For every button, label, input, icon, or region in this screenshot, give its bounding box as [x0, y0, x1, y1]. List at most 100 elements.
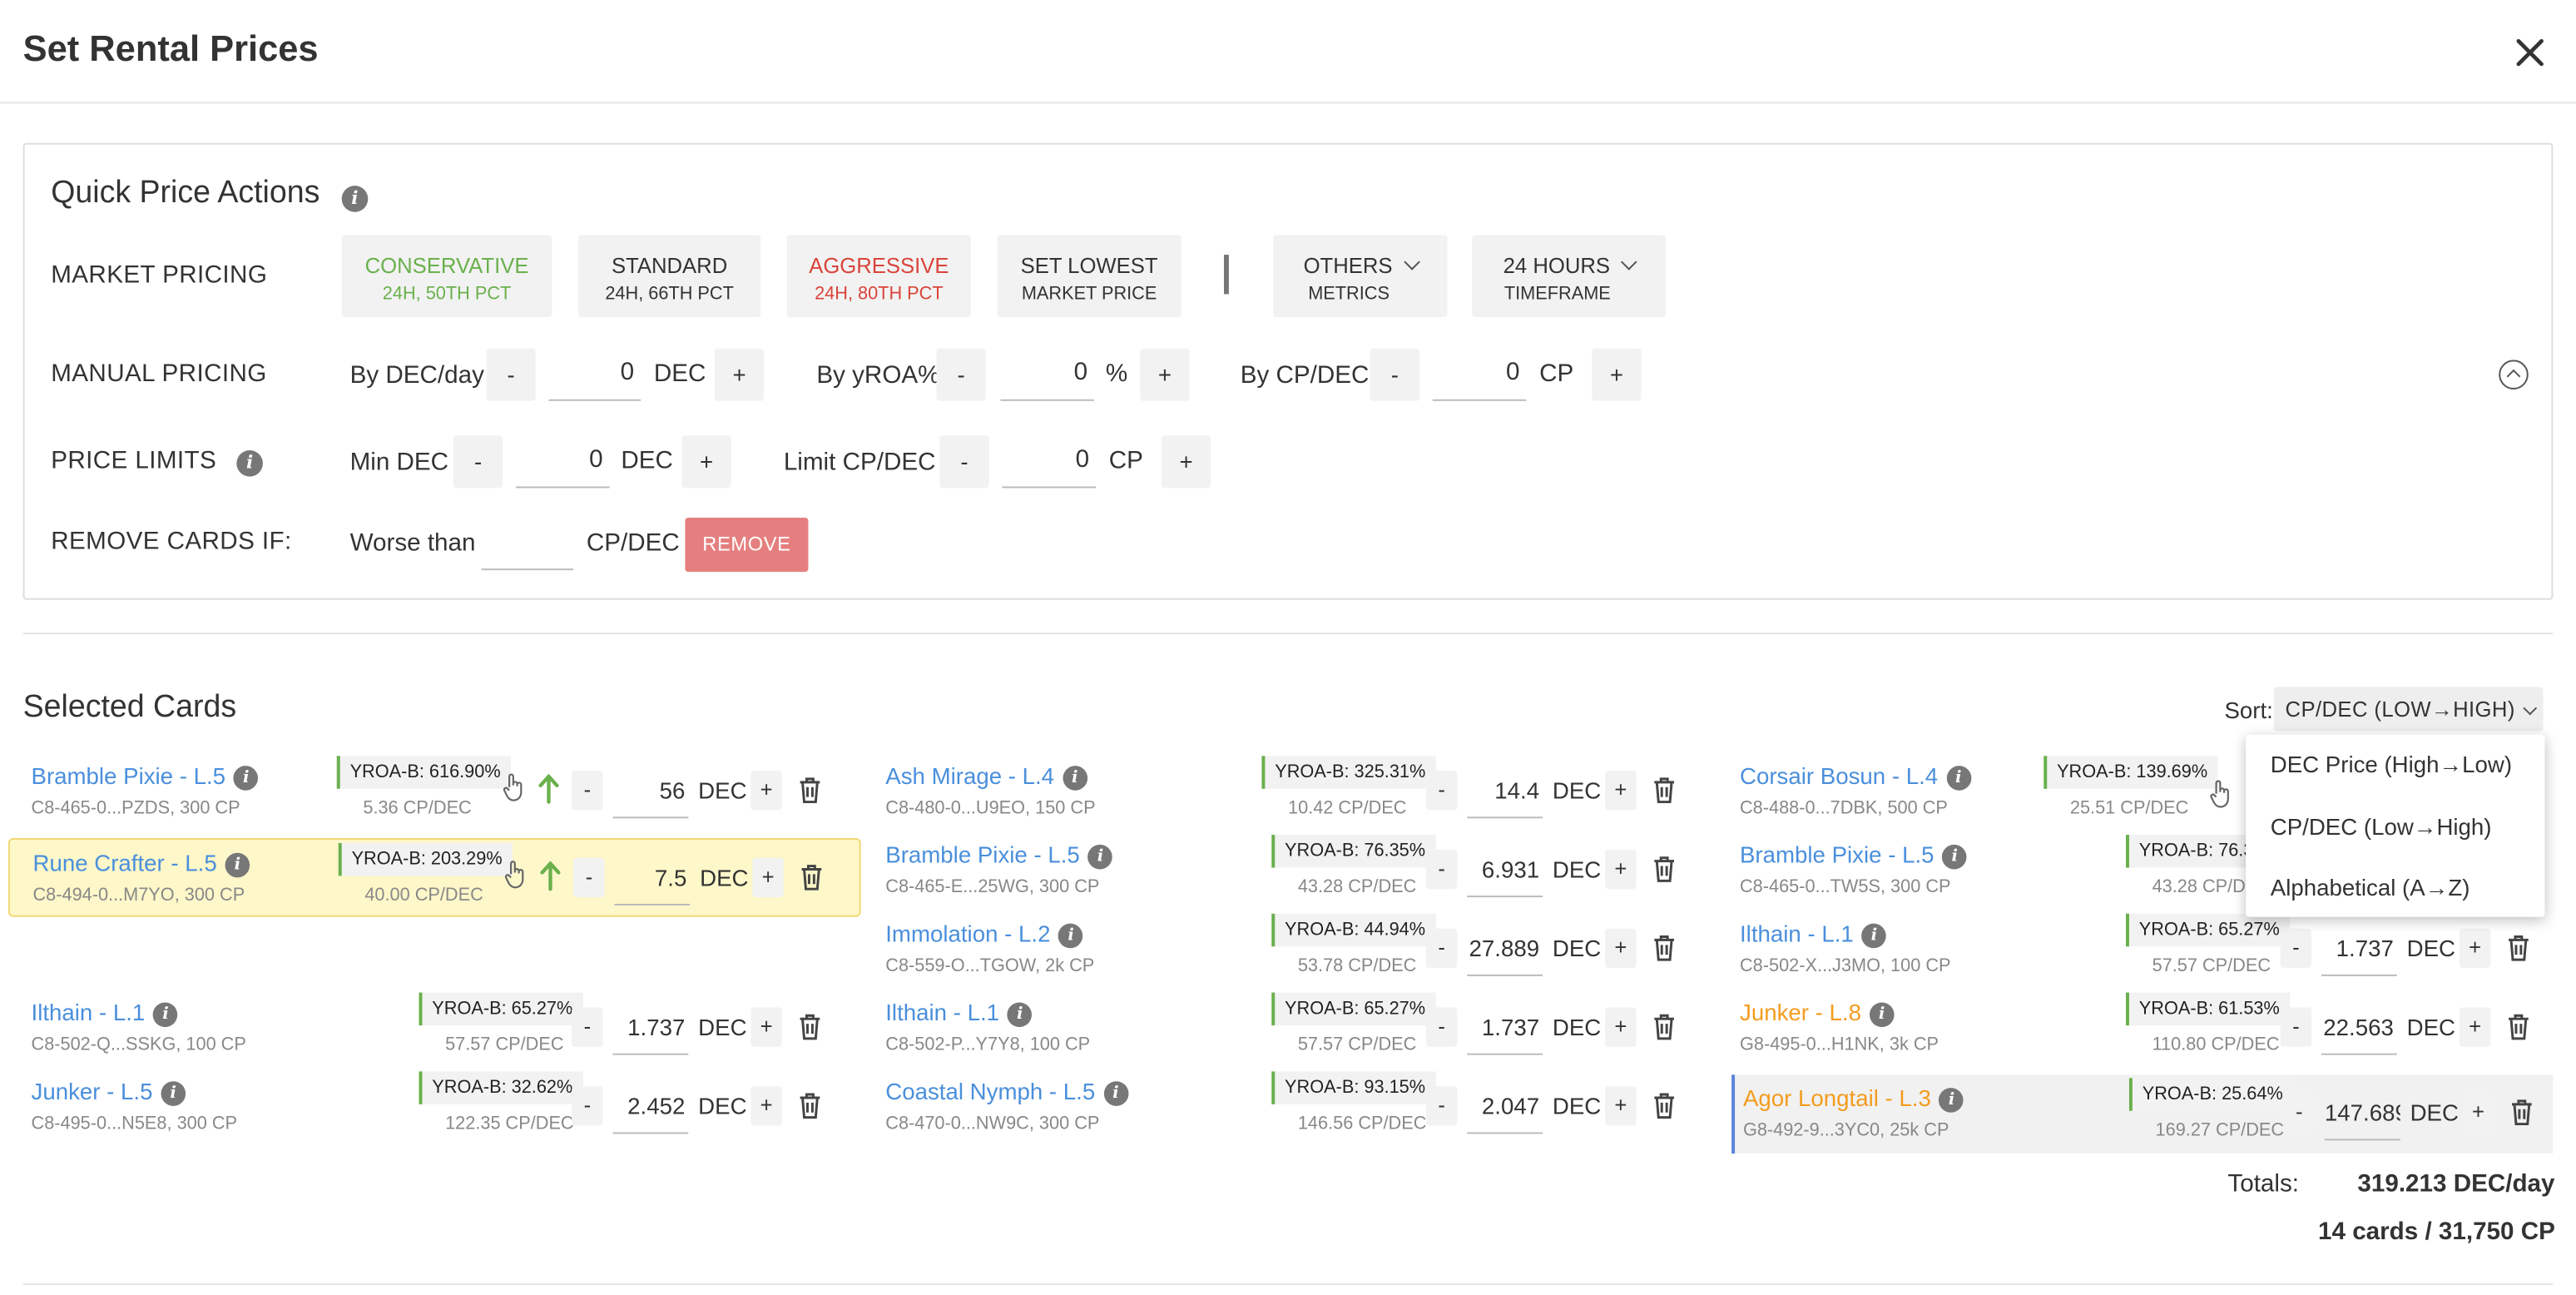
info-icon[interactable]: i: [1062, 766, 1087, 791]
card-price-input[interactable]: 1.737: [1467, 1005, 1543, 1055]
trash-icon[interactable]: [799, 863, 825, 893]
cp-dec-minus-button[interactable]: -: [1370, 348, 1419, 401]
card-plus-button[interactable]: +: [1605, 1086, 1637, 1126]
card-minus-button[interactable]: -: [573, 857, 605, 898]
card-minus-button[interactable]: -: [572, 1007, 603, 1047]
others-metrics-dropdown[interactable]: OTHERS METRICS: [1273, 235, 1448, 318]
min-dec-minus-button[interactable]: -: [453, 435, 503, 489]
card-name[interactable]: Junker - L.5: [31, 1078, 153, 1104]
min-dec-plus-button[interactable]: +: [681, 435, 731, 489]
card-plus-button[interactable]: +: [2462, 1093, 2494, 1133]
card-name-link[interactable]: Junker - L.5 i: [32, 1078, 186, 1108]
card-name[interactable]: Bramble Pixie - L.5: [1739, 841, 1934, 868]
trash-icon[interactable]: [1651, 1091, 1677, 1121]
card-name-link[interactable]: Ilthain - L.1 i: [885, 999, 1033, 1029]
trash-icon[interactable]: [2505, 1012, 2532, 1042]
dec-day-plus-button[interactable]: +: [714, 348, 765, 401]
arrow-up-icon[interactable]: [539, 860, 562, 892]
card-minus-button[interactable]: -: [1425, 1086, 1458, 1126]
card-name[interactable]: Immolation - L.2: [885, 920, 1051, 947]
yroa-input[interactable]: 0: [1000, 345, 1095, 401]
limit-cp-minus-button[interactable]: -: [939, 435, 989, 489]
card-name[interactable]: Bramble Pixie - L.5: [885, 841, 1080, 868]
card-name[interactable]: Rune Crafter - L.5: [32, 849, 217, 876]
info-icon[interactable]: i: [1007, 1002, 1033, 1028]
card-name-link[interactable]: Bramble Pixie - L.5 i: [32, 762, 259, 792]
cp-dec-input[interactable]: 0: [1432, 345, 1527, 401]
card-minus-button[interactable]: -: [1425, 1007, 1458, 1047]
card-price-input[interactable]: 2.047: [1467, 1084, 1543, 1134]
timeframe-dropdown[interactable]: 24 HOURS TIMEFRAME: [1472, 235, 1667, 318]
trash-icon[interactable]: [1651, 934, 1677, 964]
card-name[interactable]: Bramble Pixie - L.5: [31, 762, 226, 789]
card-price-input[interactable]: 14.4: [1467, 769, 1543, 819]
card-price-input[interactable]: 56: [612, 769, 689, 819]
collapse-icon[interactable]: [2499, 360, 2529, 389]
card-name[interactable]: Ilthain - L.1: [31, 999, 146, 1026]
close-icon[interactable]: [2510, 32, 2549, 72]
card-minus-button[interactable]: -: [1425, 849, 1458, 890]
card-name-link[interactable]: Rune Crafter - L.5 i: [32, 850, 250, 880]
card-minus-button[interactable]: -: [572, 1086, 603, 1126]
trash-icon[interactable]: [1651, 776, 1677, 806]
trash-icon[interactable]: [797, 1012, 824, 1042]
card-minus-button[interactable]: -: [2280, 928, 2312, 968]
card-name-link[interactable]: Ilthain - L.1 i: [1739, 920, 1887, 950]
card-name[interactable]: Ilthain - L.1: [885, 999, 1000, 1026]
sort-option[interactable]: Alphabetical (A→Z): [2270, 874, 2470, 901]
trash-icon[interactable]: [1651, 855, 1677, 885]
card-name[interactable]: Agor Longtail - L.3: [1742, 1084, 1931, 1111]
yroa-plus-button[interactable]: +: [1140, 348, 1190, 401]
card-name-link[interactable]: Bramble Pixie - L.5 i: [1739, 841, 1968, 871]
card-name-link[interactable]: Coastal Nymph - L.5 i: [885, 1078, 1128, 1108]
card-name-link[interactable]: Agor Longtail - L.3 i: [1743, 1084, 1964, 1114]
info-icon[interactable]: i: [1103, 1081, 1128, 1106]
limit-cp-plus-button[interactable]: +: [1161, 435, 1211, 489]
card-name[interactable]: Ilthain - L.1: [1739, 920, 1854, 947]
card-price-input[interactable]: 1.737: [612, 1005, 689, 1055]
card-price-input[interactable]: 1.737: [2321, 927, 2397, 976]
info-icon[interactable]: i: [1946, 766, 1971, 791]
standard-button[interactable]: STANDARD 24H, 66TH PCT: [578, 235, 761, 318]
card-name[interactable]: Ash Mirage - L.4: [885, 762, 1055, 789]
sort-option[interactable]: DEC Price (High→Low): [2270, 751, 2513, 777]
card-plus-button[interactable]: +: [752, 857, 784, 898]
card-price-input[interactable]: 7.5: [614, 856, 691, 906]
sort-option[interactable]: CP/DEC (Low→High): [2270, 813, 2492, 840]
card-price-input[interactable]: 2.452: [612, 1084, 689, 1134]
card-plus-button[interactable]: +: [1605, 771, 1637, 811]
conservative-button[interactable]: CONSERVATIVE 24H, 50TH PCT: [341, 235, 552, 318]
set-lowest-button[interactable]: SET LOWEST MARKET PRICE: [997, 235, 1181, 318]
info-icon[interactable]: i: [1942, 844, 1968, 870]
cp-dec-plus-button[interactable]: +: [1592, 348, 1642, 401]
card-plus-button[interactable]: +: [751, 1086, 782, 1126]
card-name-link[interactable]: Ilthain - L.1 i: [32, 999, 178, 1029]
card-price-input[interactable]: 6.931: [1467, 848, 1543, 898]
card-plus-button[interactable]: +: [1605, 1007, 1637, 1047]
card-name-link[interactable]: Ash Mirage - L.4 i: [885, 762, 1087, 792]
info-icon[interactable]: i: [341, 186, 369, 212]
card-name[interactable]: Coastal Nymph - L.5: [885, 1078, 1096, 1104]
card-minus-button[interactable]: -: [2280, 1007, 2312, 1047]
card-name[interactable]: Corsair Bosun - L.4: [1739, 762, 1939, 789]
info-icon[interactable]: i: [225, 852, 250, 878]
info-icon[interactable]: i: [1861, 923, 1887, 949]
trash-icon[interactable]: [797, 1091, 824, 1121]
card-price-input[interactable]: 22.563: [2321, 1005, 2397, 1055]
dec-day-input[interactable]: 0: [548, 345, 642, 401]
info-icon[interactable]: i: [1869, 1002, 1895, 1028]
dec-day-minus-button[interactable]: -: [486, 348, 536, 401]
card-plus-button[interactable]: +: [751, 771, 782, 811]
min-dec-input[interactable]: 0: [515, 432, 610, 489]
trash-icon[interactable]: [2509, 1098, 2535, 1128]
card-name-link[interactable]: Junker - L.8 i: [1740, 999, 1895, 1029]
trash-icon[interactable]: [797, 776, 824, 806]
card-plus-button[interactable]: +: [2459, 928, 2491, 968]
card-price-input[interactable]: 27.889: [1467, 927, 1543, 976]
limit-cp-input[interactable]: 0: [1002, 432, 1096, 489]
trash-icon[interactable]: [1651, 1012, 1677, 1042]
card-plus-button[interactable]: +: [751, 1007, 782, 1047]
card-price-input[interactable]: 147.689: [2324, 1091, 2400, 1141]
arrow-up-icon[interactable]: [537, 772, 561, 805]
card-name-link[interactable]: Corsair Bosun - L.4 i: [1740, 762, 1971, 792]
